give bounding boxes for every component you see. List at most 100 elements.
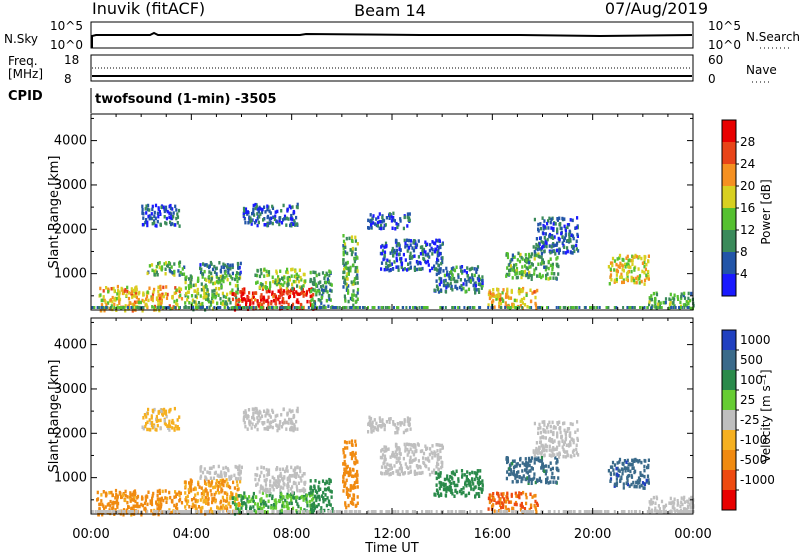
scatter-cell [525, 293, 528, 297]
scatter-cell [516, 479, 519, 484]
scatter-cell [163, 262, 166, 266]
power-colorbar-label: Power [dB] [759, 179, 773, 244]
scatter-cell [183, 265, 186, 269]
scatter-cell [209, 303, 213, 307]
scatter-cell [568, 238, 571, 243]
scatter-cell [399, 461, 402, 465]
scatter-cell [631, 458, 634, 463]
scatter-cell [548, 453, 551, 457]
scatter-cell [249, 220, 252, 224]
scatter-cell [187, 290, 190, 294]
scatter-cell [615, 273, 618, 277]
scatter-cell [277, 498, 281, 503]
scatter-cell [205, 482, 208, 486]
scatter-cell [453, 494, 456, 498]
scatter-cell [127, 505, 130, 509]
scatter-cell [613, 278, 616, 283]
scatter-cell [138, 290, 141, 295]
scatter-cell [301, 474, 304, 478]
scatter-cell [464, 290, 467, 294]
scatter-cell [145, 415, 148, 419]
scatter-cell [433, 468, 436, 472]
scatter-cell [223, 471, 226, 475]
scatter-cell [269, 415, 272, 419]
scatter-cell [285, 216, 288, 221]
scatter-cell [613, 268, 616, 272]
scatter-cell [259, 306, 262, 309]
scatter-cell [598, 306, 601, 309]
scatter-cell [408, 422, 411, 427]
scatter-cell [265, 290, 268, 294]
scatter-cell [267, 273, 271, 277]
scatter-cell [309, 504, 312, 508]
scatter-cell [292, 413, 295, 418]
scatter-cell [541, 462, 544, 466]
scatter-cell [566, 239, 569, 243]
velocity-x-ticks [90, 318, 694, 514]
scatter-cell [281, 477, 284, 481]
scatter-cell [633, 484, 636, 489]
scatter-cell [644, 267, 647, 272]
scatter-cell [451, 288, 454, 292]
scatter-cell [192, 306, 195, 309]
scatter-cell [292, 468, 295, 473]
scatter-cell [254, 473, 257, 477]
scatter-cell [186, 298, 189, 302]
scatter-cell [400, 469, 403, 474]
scatter-cell [285, 494, 288, 499]
scatter-cell [383, 465, 386, 469]
scatter-cell [322, 290, 325, 295]
scatter-cell [271, 425, 274, 430]
scatter-cell [277, 297, 280, 302]
scatter-cell [249, 303, 252, 307]
scatter-cell [262, 297, 265, 301]
scatter-cell [550, 475, 553, 480]
scatter-cell [300, 278, 303, 282]
scatter-cell [286, 465, 289, 469]
scatter-cell [526, 272, 529, 276]
scatter-cell [330, 495, 333, 499]
scatter-cell [224, 473, 227, 478]
scatter-cell [267, 505, 270, 509]
scatter-cell [228, 475, 231, 479]
scatter-cell [615, 472, 619, 476]
scatter-cell [216, 301, 219, 306]
scatter-cell [650, 297, 654, 302]
scatter-cell [641, 306, 644, 309]
scatter-cell [503, 499, 506, 504]
scatter-cell [244, 424, 247, 429]
scatter-cell [255, 483, 258, 487]
scatter-cell [351, 293, 354, 297]
scatter-cell [501, 297, 504, 301]
scatter-cell [140, 497, 144, 501]
scatter-cell [210, 466, 213, 470]
scatter-cell [631, 262, 634, 266]
scatter-cell [151, 207, 154, 212]
scatter-cell [659, 301, 662, 305]
scatter-cell [184, 484, 187, 489]
scatter-cell [424, 240, 427, 244]
scatter-cell [155, 419, 158, 423]
scatter-cell [407, 442, 411, 447]
scatter-cell [233, 486, 236, 490]
scatter-cell [111, 501, 114, 506]
scatter-cell [421, 249, 424, 254]
scatter-cell [146, 207, 149, 212]
scatter-cell [225, 295, 228, 299]
scatter-cell [163, 215, 166, 219]
scatter-cell [112, 506, 115, 510]
scatter-cell [175, 208, 178, 212]
scatter-cell [233, 292, 236, 296]
scatter-cell [622, 482, 625, 486]
scatter-cell [436, 257, 439, 262]
scatter-cell [504, 295, 508, 299]
scatter-cell [234, 306, 236, 309]
scatter-cell [142, 216, 145, 220]
scatter-cell [617, 264, 620, 268]
scatter-cell [572, 306, 575, 309]
scatter-cell [560, 231, 563, 236]
scatter-cell [387, 447, 390, 451]
scatter-cell [278, 216, 281, 220]
scatter-cell [541, 274, 544, 278]
scatter-cell [381, 249, 385, 253]
